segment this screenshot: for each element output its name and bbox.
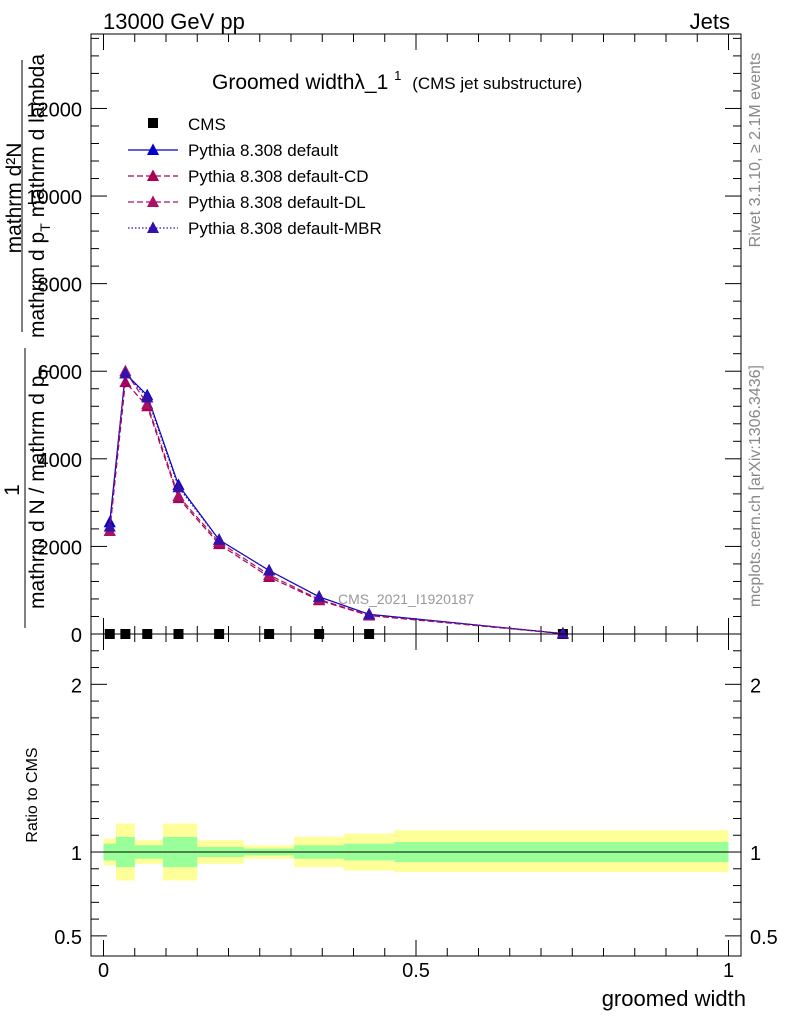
legend-marker-triangle	[146, 221, 160, 233]
legend-marker-square	[148, 118, 158, 128]
main-axis-ticks: 0 2000 4000 6000 8000 10000 12000	[26, 34, 741, 647]
legend-marker-triangle	[146, 143, 160, 155]
series-point	[103, 520, 116, 532]
series-point	[313, 590, 326, 602]
analysis-watermark: CMS_2021_I1920187	[338, 591, 474, 607]
legend-marker-triangle	[146, 169, 160, 181]
rivet-version-label: Rivet 3.1.10, ≥ 2.1M events	[747, 53, 764, 248]
ratio-ytick-label-left: 1	[71, 843, 82, 865]
series-line	[109, 372, 563, 635]
legend-marker-triangle	[146, 195, 160, 207]
series-point	[363, 607, 376, 620]
main-ylabel: 1 mathrm d²N mathrm d pT mathrm d lambda…	[1, 54, 53, 628]
ratio-plot-area	[103, 823, 729, 881]
ratio-xtick-label: 1	[723, 960, 734, 982]
title-main: Groomed widthλ_1	[212, 71, 388, 94]
main-plot-area	[103, 364, 569, 639]
ylabel-one: 1	[1, 484, 24, 496]
series-point	[141, 390, 154, 403]
ylabel-frac-bottom: mathrm d pT mathrm d lambda	[26, 54, 53, 338]
legend-label: CMS	[188, 115, 226, 134]
ratio-xtick-label: 0	[98, 960, 109, 982]
ratio-ytick-label-right: 1	[750, 843, 761, 865]
main-ytick-label: 8000	[38, 275, 83, 297]
series-point	[119, 375, 132, 388]
ratio-ytick-label-left: 0.5	[54, 927, 82, 949]
main-ytick-label: 6000	[38, 362, 83, 384]
series-point	[263, 563, 276, 576]
series-point	[172, 480, 185, 493]
legend: CMS Pythia 8.308 default Pythia 8.308 defa…	[128, 115, 382, 238]
legend-label: Pythia 8.308 default	[188, 141, 339, 160]
series-point	[119, 366, 132, 379]
ratio-ytick-label-right: 0.5	[750, 927, 778, 949]
legend-label: Pythia 8.308 default-CD	[188, 167, 369, 186]
title-subtitle: (CMS jet substructure)	[412, 74, 582, 93]
series-line	[109, 380, 563, 635]
mcplots-label: mcplots.cern.ch [arXiv:1306.3436]	[747, 365, 764, 607]
title-superscript: 1	[394, 68, 401, 83]
series-line	[109, 372, 563, 635]
ratio-ytick-label-right: 2	[750, 675, 761, 697]
plot-title: Groomed widthλ_1 1 (CMS jet substructure…	[212, 62, 582, 94]
ratio-ylabel: Ratio to CMS	[24, 747, 41, 842]
main-ytick-label: 12000	[26, 99, 82, 121]
ratio-panel-frame	[90, 633, 742, 957]
ratio-ytick-label-left: 2	[71, 675, 82, 697]
x-axis-label: groomed width	[602, 986, 746, 1011]
main-ytick-label: 2000	[38, 537, 83, 559]
ratio-axis-ticks: 0.5 0.5 1 1 2 2 0 0.5 1	[54, 634, 778, 982]
legend-label: Pythia 8.308 default-DL	[188, 193, 366, 212]
svg-text:Groomed widthλ_1 1: Groomed widthλ_1 1 (CMS jet substructure…	[212, 62, 582, 94]
series-point	[556, 626, 569, 639]
series-point	[141, 397, 154, 410]
series-point	[213, 533, 226, 545]
ratio-xtick-label: 0.5	[402, 960, 430, 982]
main-ytick-label: 10000	[26, 187, 82, 209]
ylabel-frac-top: mathrm d²N	[3, 143, 26, 254]
header-jets: Jets	[690, 9, 730, 34]
header-energy: 13000 GeV pp	[103, 9, 245, 34]
series-point	[172, 489, 185, 501]
legend-label: Pythia 8.308 default-MBR	[188, 219, 382, 238]
main-ytick-label: 0	[71, 625, 82, 647]
ylabel-denominator: mathrm d N / mathrm d pT	[26, 367, 53, 609]
main-ytick-label: 4000	[38, 450, 83, 472]
